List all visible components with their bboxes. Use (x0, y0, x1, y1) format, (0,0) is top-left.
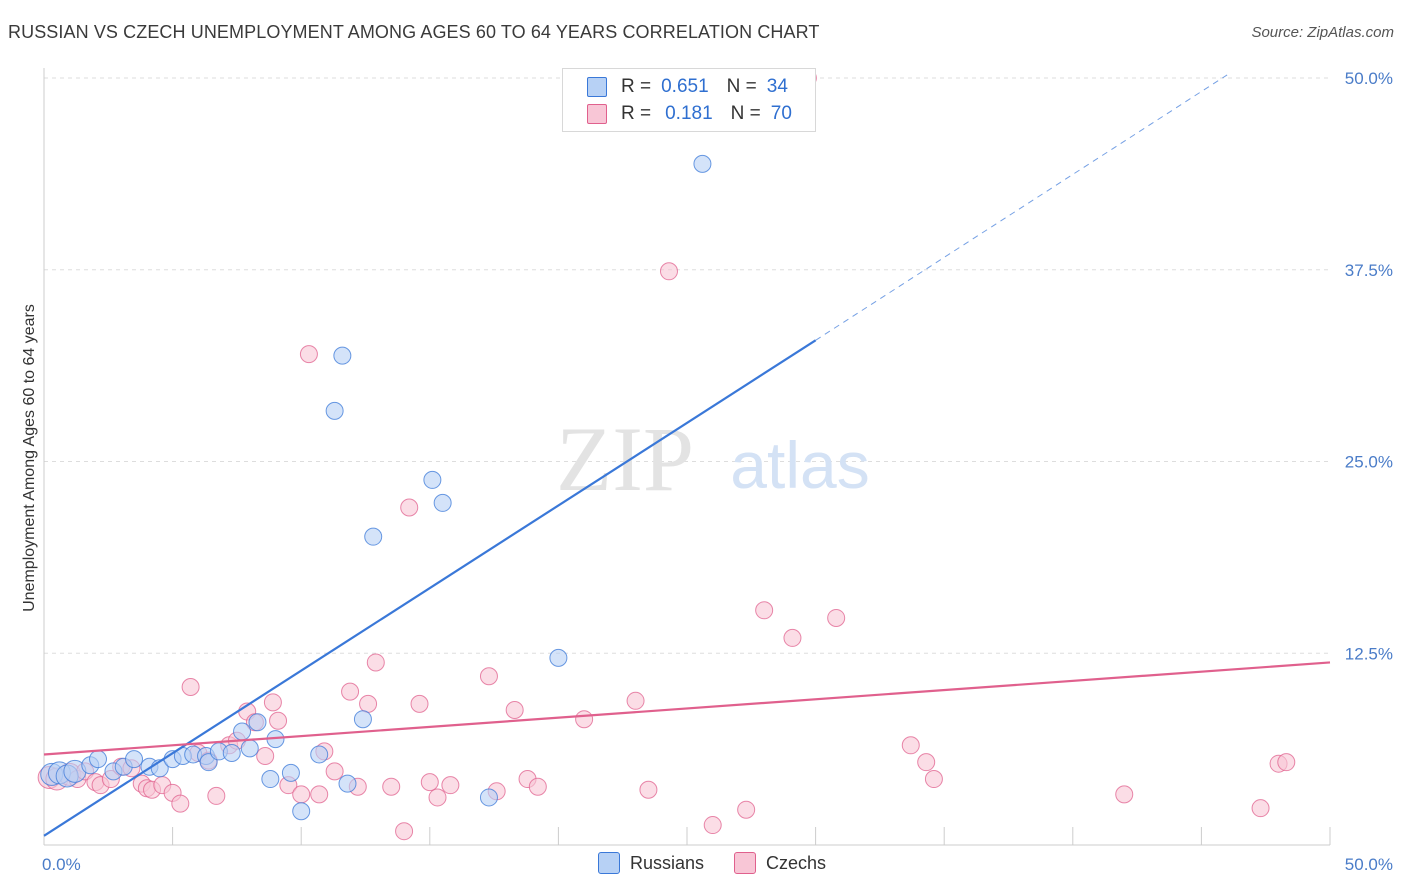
russians-point-35 (693, 154, 712, 173)
czechs-point-60 (917, 753, 936, 772)
x-tick-label-min: 0.0% (42, 855, 81, 874)
czechs-point-36 (366, 653, 385, 672)
russians-point-28 (338, 774, 357, 793)
n-label: N = (726, 76, 757, 97)
russians-point-27 (333, 346, 352, 365)
y-tick-label-0: 12.5% (1345, 644, 1393, 663)
czechs-point-30 (310, 785, 329, 804)
czechs-point-25 (263, 693, 282, 712)
czechs-point-33 (341, 682, 360, 701)
y-tick-label-2: 37.5% (1345, 261, 1393, 280)
czechs-point-42 (428, 788, 447, 807)
y-tick-label-1: 25.0% (1345, 453, 1393, 472)
russians-point-23 (281, 763, 300, 782)
russians-point-18 (233, 722, 252, 741)
czechs-point-35 (359, 694, 378, 713)
czechs-point-46 (505, 701, 524, 720)
czechs-point-44 (479, 667, 498, 686)
legend-item-czechs[interactable]: Czechs (734, 852, 826, 874)
czechs-point-50 (626, 691, 645, 710)
czechs-point-24 (256, 747, 275, 766)
czechs-point-62 (1115, 785, 1134, 804)
russians-point-21 (261, 770, 280, 789)
tick-labels: 12.5% 25.0% 37.5% 50.0% 0.0% 50.0% (42, 69, 1393, 874)
czechs-point-39 (400, 498, 419, 517)
czechs-point-38 (395, 822, 414, 841)
russians-point-32 (433, 493, 452, 512)
czechs-point-28 (292, 785, 311, 804)
czechs-point-51 (639, 780, 658, 799)
r-label: R = (621, 103, 652, 124)
n-label: N = (730, 103, 761, 124)
czechs-point-53 (703, 816, 722, 835)
czechs-point-41 (420, 773, 439, 792)
n-value: 70 (770, 103, 792, 124)
chart-title: RUSSIAN VS CZECH UNEMPLOYMENT AMONG AGES… (8, 22, 820, 42)
russians-trend-extension (815, 74, 1228, 341)
czechs-point-52 (659, 262, 678, 281)
czechs-point-63 (1251, 799, 1270, 818)
legend-label-czechs: Czechs (766, 852, 827, 873)
russians-points (40, 154, 712, 821)
legend-label-russians: Russians (630, 852, 705, 873)
axes (43, 68, 1331, 846)
source-credit: Source: ZipAtlas.com (1251, 24, 1394, 41)
czechs-point-56 (783, 628, 802, 647)
czechs-point-61 (924, 770, 943, 789)
czechs-point-29 (299, 345, 318, 364)
watermark-atlas: atlas (730, 428, 869, 502)
legend-stats: R = 0.651 N = 34 R = 0.181 N = 70 (562, 68, 816, 132)
russians-trend-line (43, 339, 817, 837)
russians-point-17 (222, 743, 241, 762)
russians-point-19 (240, 739, 259, 758)
czechs-trend-line (43, 661, 1331, 756)
czechs-point-37 (382, 777, 401, 796)
czechs-point-49 (575, 710, 594, 729)
czechs-point-65 (1277, 753, 1296, 772)
n-value: 34 (766, 76, 788, 97)
y-tick-label-3: 50.0% (1345, 69, 1393, 88)
russians-point-29 (353, 710, 372, 729)
czechs-point-32 (325, 762, 344, 781)
russians-legend-swatch (598, 852, 620, 874)
russians-point-25 (310, 745, 329, 764)
czechs-point-43 (441, 776, 460, 795)
russians-point-31 (423, 470, 442, 489)
r-value: 0.181 (665, 103, 713, 124)
r-label: R = (621, 76, 652, 97)
russians-point-20 (248, 713, 267, 732)
czechs-point-19 (207, 786, 226, 805)
czechs-point-15 (171, 794, 190, 813)
czechs-swatch (587, 104, 607, 124)
russians-point-24 (292, 802, 311, 821)
legend-item-russians[interactable]: Russians (598, 852, 704, 874)
x-tick-label-max: 50.0% (1345, 855, 1393, 874)
czechs-legend-swatch (734, 852, 757, 874)
russians-point-34 (549, 648, 568, 667)
legend-row-russians: R = 0.651 N = 34 (587, 75, 788, 99)
czechs-point-55 (755, 601, 774, 620)
r-value: 0.651 (661, 76, 709, 97)
czechs-point-58 (827, 608, 846, 627)
legend-row-czechs: R = 0.181 N = 70 (587, 102, 792, 126)
trend-lines (43, 74, 1331, 837)
czechs-point-16 (181, 677, 200, 696)
russians-point-5 (89, 750, 108, 769)
legend-series: Russians Czechs (598, 852, 856, 874)
gridlines (44, 77, 1330, 654)
russians-point-26 (325, 401, 344, 420)
russians-point-33 (479, 788, 498, 807)
czechs-point-59 (901, 736, 920, 755)
czechs-point-54 (737, 800, 756, 819)
russians-point-8 (125, 750, 144, 769)
czechs-point-26 (269, 711, 288, 730)
russians-point-30 (364, 527, 383, 546)
czechs-point-40 (410, 694, 429, 713)
russians-swatch (587, 77, 607, 97)
watermark: ZIP atlas (556, 408, 870, 510)
czechs-point-48 (528, 777, 547, 796)
